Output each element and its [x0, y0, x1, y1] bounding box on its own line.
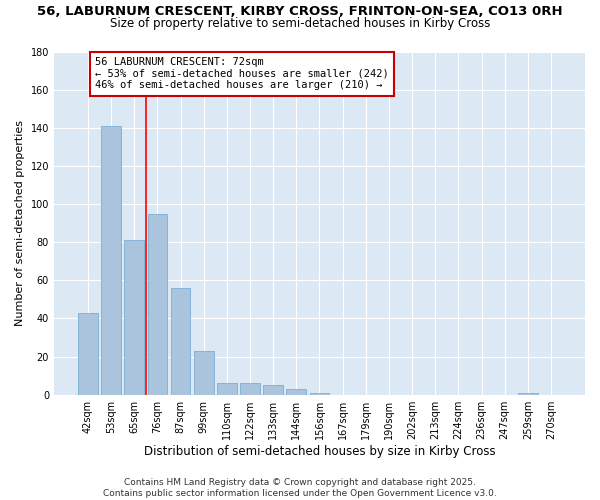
Bar: [263, 385, 283, 394]
Bar: [101, 126, 121, 394]
Text: Size of property relative to semi-detached houses in Kirby Cross: Size of property relative to semi-detach…: [110, 18, 490, 30]
Text: 56, LABURNUM CRESCENT, KIRBY CROSS, FRINTON-ON-SEA, CO13 0RH: 56, LABURNUM CRESCENT, KIRBY CROSS, FRIN…: [37, 5, 563, 18]
Bar: [194, 351, 214, 395]
Y-axis label: Number of semi-detached properties: Number of semi-detached properties: [15, 120, 25, 326]
Bar: [518, 393, 538, 394]
Bar: [286, 389, 306, 394]
Bar: [170, 288, 190, 395]
Bar: [148, 214, 167, 394]
Bar: [310, 393, 329, 394]
Bar: [240, 384, 260, 394]
Bar: [124, 240, 144, 394]
X-axis label: Distribution of semi-detached houses by size in Kirby Cross: Distribution of semi-detached houses by …: [143, 444, 495, 458]
Text: Contains HM Land Registry data © Crown copyright and database right 2025.
Contai: Contains HM Land Registry data © Crown c…: [103, 478, 497, 498]
Bar: [217, 384, 236, 394]
Bar: [78, 312, 98, 394]
Text: 56 LABURNUM CRESCENT: 72sqm
← 53% of semi-detached houses are smaller (242)
46% : 56 LABURNUM CRESCENT: 72sqm ← 53% of sem…: [95, 57, 389, 90]
